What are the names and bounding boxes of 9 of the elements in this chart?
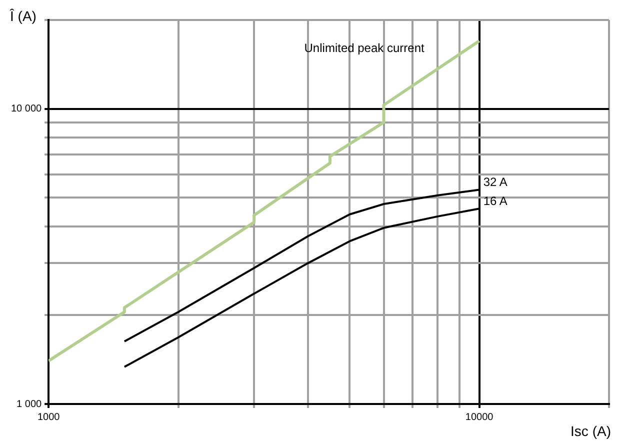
y-tick-label: 10 000	[10, 104, 42, 115]
series-label: Unlimited peak current	[304, 41, 425, 56]
y-axis-title: Î (A)	[9, 8, 36, 24]
y-tick-label: 1 000	[16, 398, 42, 410]
x-tick-label: 10000	[465, 412, 494, 423]
series-label: 16 A	[483, 194, 508, 208]
series-label: 32 A	[483, 175, 508, 190]
x-tick-label: 1000	[37, 412, 60, 423]
x-axis-title: Isc (A)	[570, 422, 611, 439]
